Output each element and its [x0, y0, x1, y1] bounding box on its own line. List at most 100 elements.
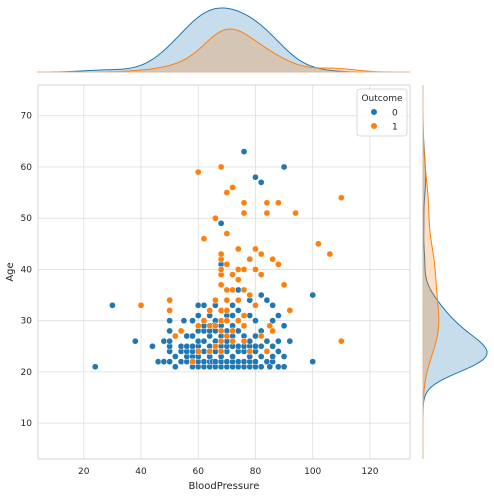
main-grid [37, 84, 411, 460]
data-point-outcome-1 [206, 322, 214, 330]
data-point-outcome-0 [280, 363, 288, 371]
data-point-outcome-1 [200, 317, 208, 325]
data-point-outcome-0 [200, 358, 208, 366]
data-point-outcome-1 [206, 348, 214, 355]
data-point-outcome-0 [286, 337, 294, 345]
legend-box [356, 88, 408, 137]
data-point-outcome-1 [266, 322, 274, 330]
data-point-outcome-0 [252, 317, 259, 325]
data-point-outcome-0 [234, 286, 242, 294]
data-point-outcome-1 [212, 342, 219, 350]
x-tick-label: 40 [135, 467, 147, 477]
data-point-outcome-0 [166, 327, 173, 335]
data-point-outcome-1 [257, 332, 265, 340]
data-point-outcome-0 [109, 301, 116, 309]
data-point-outcome-1 [246, 255, 254, 263]
data-point-outcome-1 [137, 301, 145, 309]
data-point-outcome-0 [200, 301, 208, 309]
data-point-outcome-1 [223, 260, 231, 268]
data-point-outcome-0 [177, 358, 185, 366]
data-point-outcome-0 [200, 337, 208, 345]
data-point-outcome-0 [234, 358, 242, 366]
data-point-outcome-0 [172, 363, 179, 371]
data-point-outcome-0 [223, 358, 231, 366]
data-point-outcome-1 [240, 337, 248, 345]
y-axis-label: Age [5, 262, 16, 281]
data-point-outcome-1 [240, 322, 248, 330]
data-point-outcome-1 [240, 199, 248, 207]
data-point-outcome-0 [189, 332, 196, 340]
data-point-outcome-1 [212, 296, 219, 304]
data-point-outcome-0 [240, 148, 248, 155]
data-point-outcome-1 [263, 348, 271, 355]
data-point-outcome-0 [266, 363, 274, 371]
legend: Outcome 0 1 [356, 88, 408, 137]
x-tick-label: 100 [304, 467, 321, 477]
data-point-outcome-1 [223, 286, 231, 294]
y-tick-label: 40 [21, 265, 33, 275]
data-point-outcome-1 [223, 230, 231, 237]
data-point-outcome-0 [166, 358, 173, 366]
data-point-outcome-1 [217, 348, 225, 355]
data-point-outcome-1 [217, 250, 225, 258]
data-point-outcome-0 [269, 353, 276, 360]
data-point-outcome-1 [177, 327, 185, 335]
data-point-outcome-1 [217, 317, 225, 325]
data-point-outcome-0 [246, 337, 254, 345]
data-point-outcome-1 [252, 245, 259, 253]
data-point-outcome-0 [252, 332, 259, 340]
data-point-outcome-0 [263, 296, 271, 304]
data-point-outcome-1 [229, 327, 236, 335]
data-point-outcome-1 [246, 348, 254, 355]
data-point-outcome-0 [180, 317, 188, 325]
data-point-outcome-1 [257, 271, 265, 278]
data-point-outcome-1 [229, 337, 236, 345]
data-point-outcome-1 [166, 307, 173, 314]
legend-marker-0 [370, 108, 378, 116]
data-point-outcome-1 [240, 209, 248, 217]
data-point-outcome-1 [257, 250, 265, 258]
data-point-outcome-1 [223, 317, 231, 325]
data-point-outcome-1 [189, 358, 196, 366]
data-point-outcome-1 [217, 281, 225, 289]
data-point-outcome-1 [212, 322, 219, 330]
data-point-outcome-0 [252, 358, 259, 366]
data-point-outcome-0 [275, 348, 282, 355]
data-point-outcome-1 [223, 296, 231, 304]
y-tick-label: 10 [21, 419, 33, 429]
data-point-outcome-0 [269, 301, 276, 309]
data-point-outcome-0 [212, 358, 219, 366]
x-tick-label: 120 [361, 467, 378, 477]
data-point-outcome-1 [275, 199, 282, 207]
x-tick-label: 20 [78, 467, 90, 477]
data-point-outcome-0 [189, 342, 196, 350]
data-point-outcome-0 [183, 342, 191, 350]
data-point-outcome-0 [229, 301, 236, 309]
data-point-outcome-0 [194, 337, 202, 345]
data-point-outcome-0 [280, 163, 288, 171]
data-point-outcome-1 [223, 332, 231, 340]
data-point-outcome-0 [269, 317, 276, 325]
data-point-outcome-0 [234, 327, 242, 335]
data-point-outcome-0 [275, 312, 282, 319]
data-point-outcome-0 [131, 337, 139, 345]
data-point-outcome-0 [177, 342, 185, 350]
data-point-outcome-1 [234, 317, 242, 325]
data-point-outcome-0 [240, 358, 248, 366]
y-tick-label: 20 [21, 368, 33, 378]
data-point-outcome-0 [257, 291, 265, 299]
data-point-outcome-1 [229, 184, 236, 191]
data-point-outcome-1 [263, 199, 271, 207]
data-point-outcome-0 [246, 312, 254, 319]
data-point-outcome-1 [223, 189, 231, 196]
data-point-outcome-1 [269, 327, 276, 335]
x-axis-label: BloodPressure [189, 481, 260, 492]
data-point-outcome-0 [257, 342, 265, 350]
data-point-outcome-0 [194, 301, 202, 309]
data-point-outcome-1 [337, 194, 345, 202]
data-point-outcome-0 [160, 358, 168, 366]
data-point-outcome-1 [240, 286, 248, 294]
data-point-outcome-1 [326, 250, 334, 258]
data-point-outcome-0 [234, 307, 242, 314]
